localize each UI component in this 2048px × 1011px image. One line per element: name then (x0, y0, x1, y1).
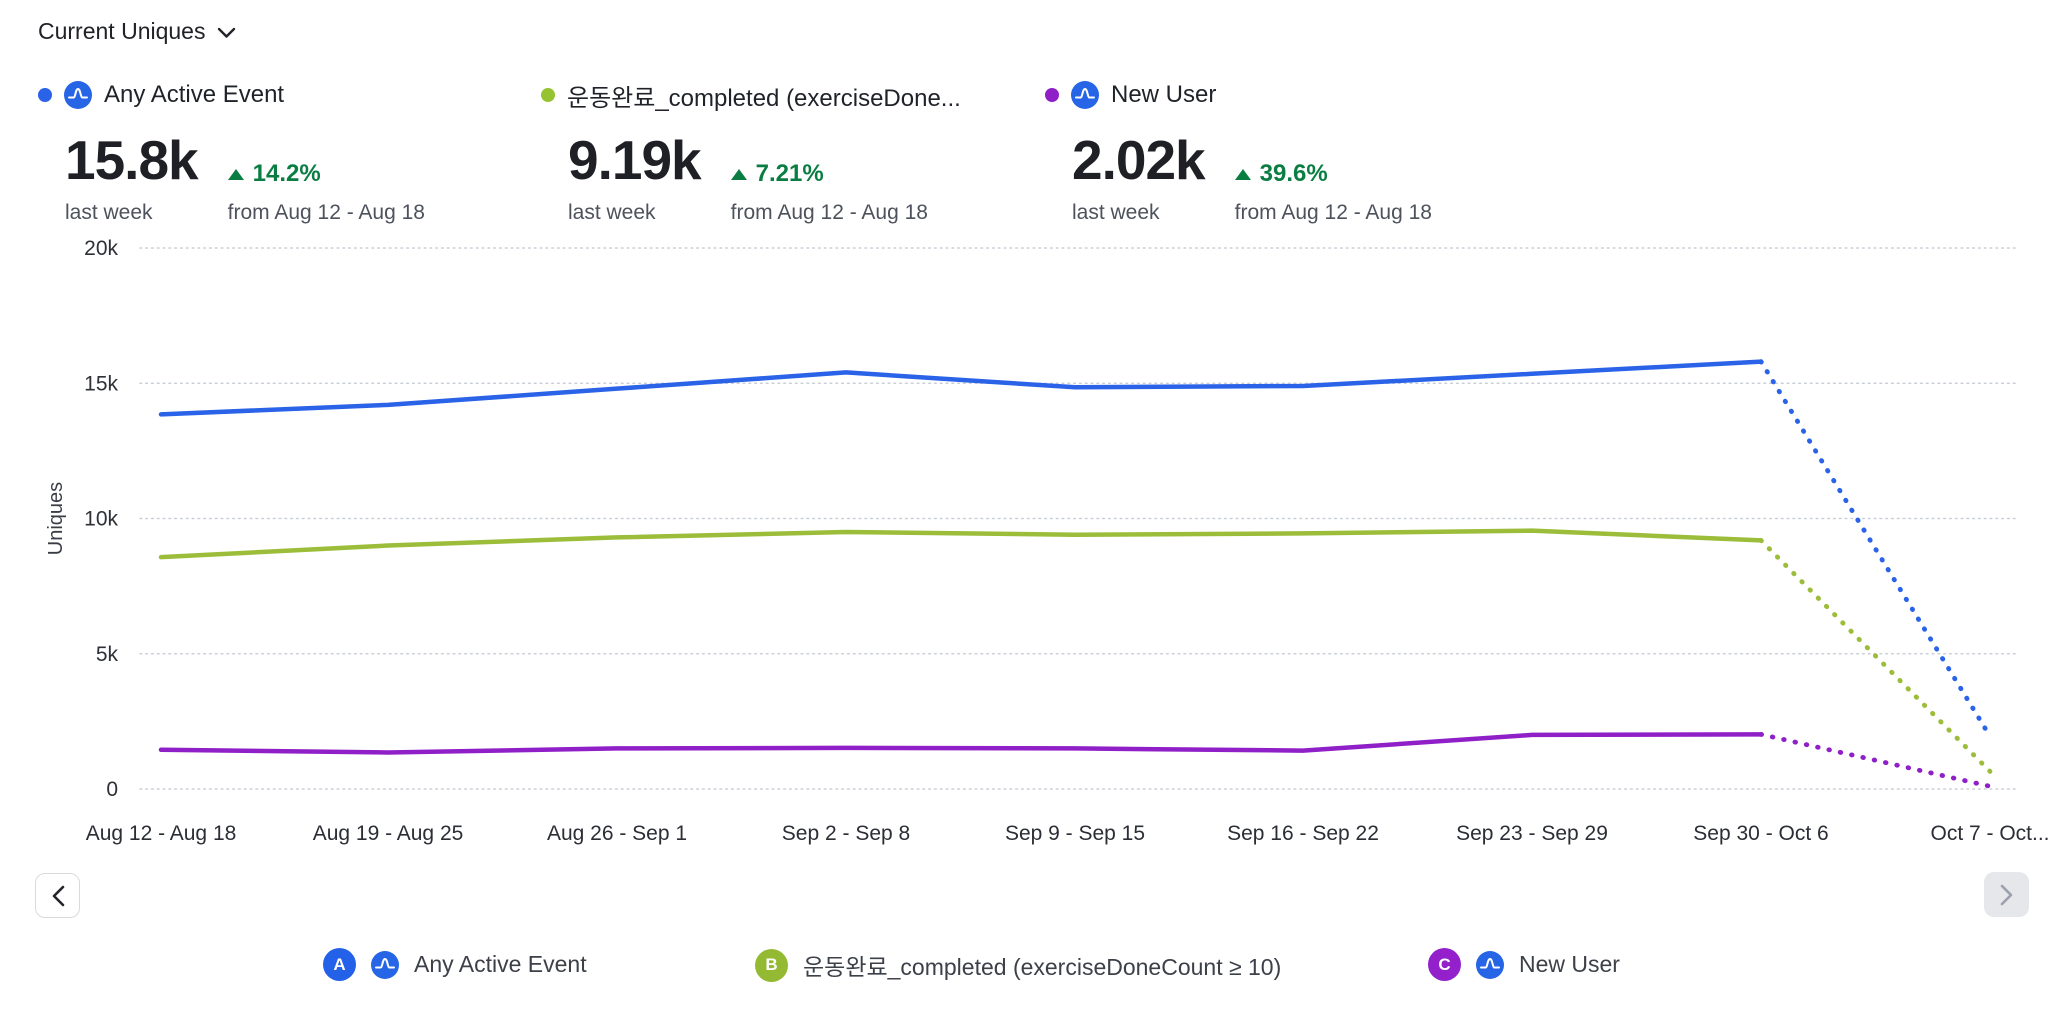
card-header: Any Active Event (38, 80, 508, 110)
metric-change-caption: from Aug 12 - Aug 18 (227, 201, 425, 225)
amplitude-event-icon (371, 950, 399, 979)
metric-value-caption: last week (1072, 201, 1160, 225)
svg-text:20k: 20k (84, 237, 118, 260)
metric-value: 2.02k (1072, 129, 1206, 191)
metric-card-exercise-completed[interactable]: 운동완료_completed (exerciseDone... 9.19k la… (541, 80, 1011, 225)
svg-text:15k: 15k (84, 372, 118, 395)
metric-change: 14.2% (252, 160, 321, 188)
legend-label: New User (1519, 951, 1620, 977)
svg-text:Sep 16 - Sep 22: Sep 16 - Sep 22 (1227, 822, 1379, 845)
card-title: Any Active Event (104, 81, 285, 108)
metric-change: 7.21% (755, 160, 824, 188)
series-dot-green (541, 88, 555, 102)
amplitude-event-icon (1071, 81, 1099, 109)
svg-text:Sep 23 - Sep 29: Sep 23 - Sep 29 (1456, 822, 1608, 845)
legend-item-exercise-completed[interactable]: B 운동완료_completed (exerciseDoneCount ≥ 10… (755, 948, 1281, 982)
metric-value-caption: last week (568, 201, 656, 225)
chevron-right-icon (2000, 884, 2012, 905)
svg-text:10k: 10k (84, 508, 118, 531)
chevron-down-icon (218, 27, 236, 38)
svg-text:Aug 12 - Aug 18: Aug 12 - Aug 18 (86, 822, 237, 845)
increase-arrow-icon (1234, 168, 1251, 180)
increase-arrow-icon (227, 168, 244, 180)
metric-change: 39.6% (1259, 160, 1328, 188)
chevron-left-icon (52, 885, 64, 906)
svg-text:Sep 30 - Oct 6: Sep 30 - Oct 6 (1693, 822, 1828, 845)
metric-value: 15.8k (65, 129, 199, 191)
legend-item-any-active-event[interactable]: A Any Active Event (323, 948, 587, 981)
metric-dropdown[interactable]: Current Uniques (38, 18, 236, 45)
amplitude-event-icon (64, 81, 92, 109)
card-title: New User (1111, 81, 1217, 108)
legend-badge-c: C (1428, 948, 1461, 981)
legend-badge-a: A (323, 948, 356, 981)
legend-label: 운동완료_completed (exerciseDoneCount ≥ 10) (803, 954, 1282, 980)
metric-change-caption: from Aug 12 - Aug 18 (730, 201, 928, 225)
metric-value-caption: last week (65, 201, 153, 225)
card-header: New User (1045, 80, 1515, 110)
svg-text:Sep 9 - Sep 15: Sep 9 - Sep 15 (1005, 822, 1145, 845)
metric-card-any-active-event[interactable]: Any Active Event 15.8k last week 14.2% f… (38, 80, 508, 225)
series-dot-purple (1045, 88, 1059, 102)
svg-text:Oct 7 - Oct...: Oct 7 - Oct... (1930, 822, 2048, 845)
increase-arrow-icon (730, 168, 747, 180)
svg-text:Aug 26 - Sep 1: Aug 26 - Sep 1 (547, 822, 687, 845)
amplitude-event-icon (1476, 950, 1504, 979)
metric-change-caption: from Aug 12 - Aug 18 (1234, 201, 1432, 225)
legend-label: Any Active Event (414, 951, 587, 977)
metric-value: 9.19k (568, 129, 702, 191)
prev-page-button[interactable] (35, 873, 80, 918)
series-dot-blue (38, 88, 52, 102)
card-title: 운동완료_completed (exerciseDone... (567, 84, 961, 112)
uniques-line-chart[interactable]: 0 5k 10k 15k 20k Uniques Aug 12 - Aug 18 Aug 19… (0, 232, 2048, 882)
svg-text:5k: 5k (96, 643, 119, 666)
legend-item-new-user[interactable]: C New User (1428, 948, 1620, 981)
metric-card-new-user[interactable]: New User 2.02k last week 39.6% from Aug … (1045, 80, 1515, 225)
metric-dropdown-label: Current Uniques (38, 18, 206, 44)
svg-text:0: 0 (106, 778, 118, 801)
legend-badge-b: B (755, 948, 788, 982)
next-page-button[interactable] (1984, 872, 2029, 917)
line-chart-svg[interactable]: 0 5k 10k 15k 20k Uniques Aug 12 - Aug 18 Aug 19… (0, 232, 2048, 882)
svg-text:Aug 19 - Aug 25: Aug 19 - Aug 25 (313, 822, 464, 845)
svg-text:Sep 2 - Sep 8: Sep 2 - Sep 8 (782, 822, 910, 845)
card-header: 운동완료_completed (exerciseDone... (541, 80, 1011, 112)
svg-text:Uniques: Uniques (45, 482, 67, 555)
